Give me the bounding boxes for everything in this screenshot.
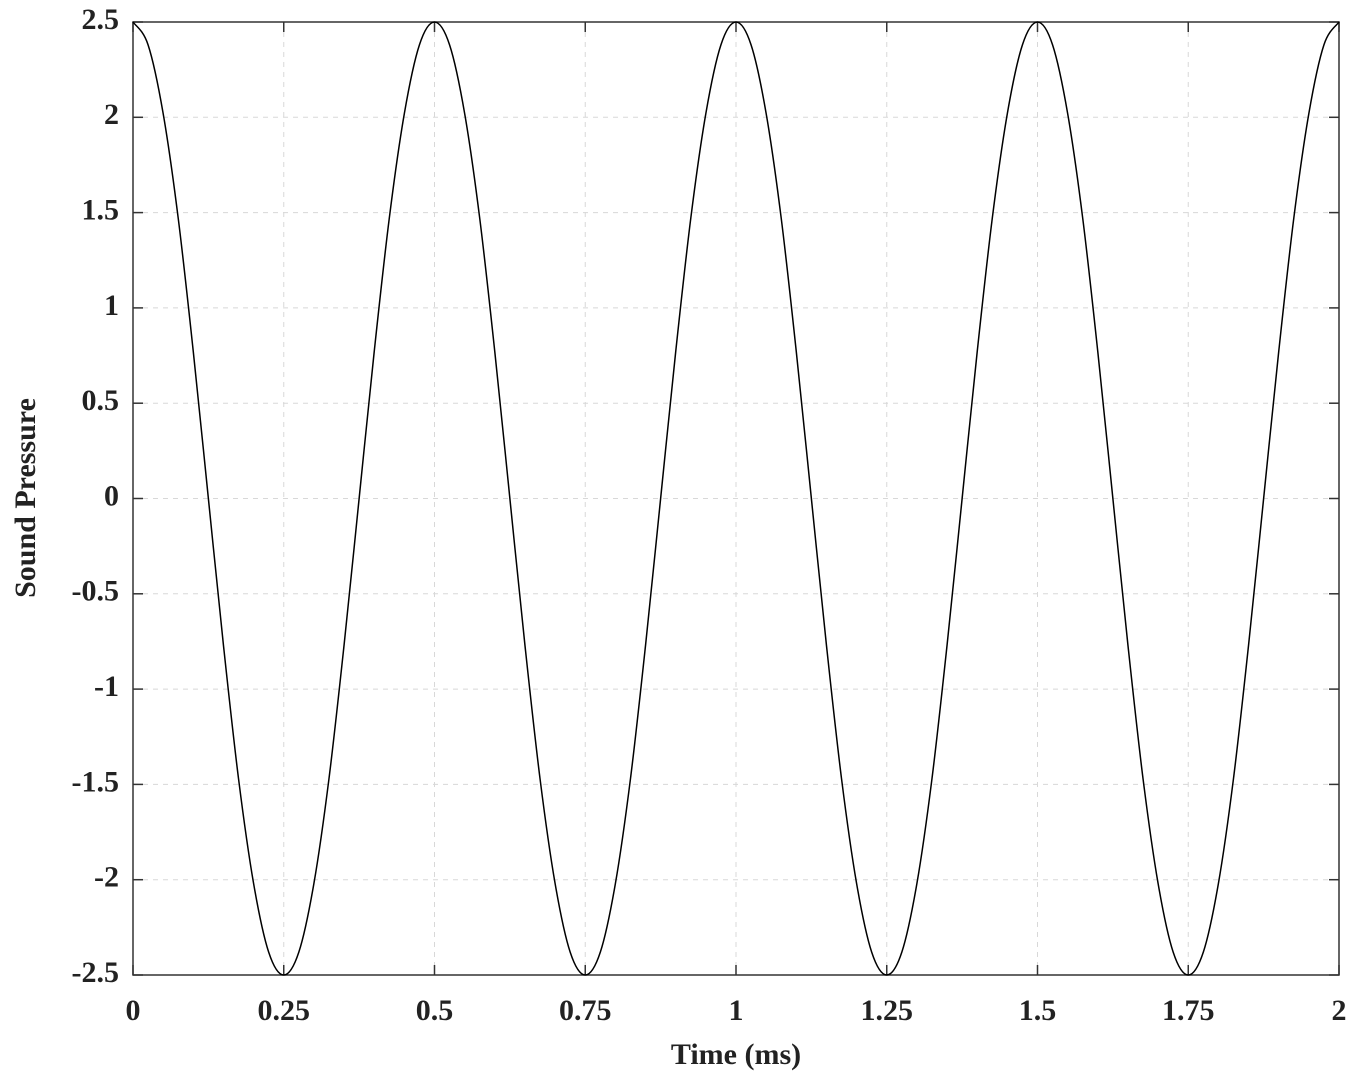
y-tick-label: 0.5: [82, 384, 120, 417]
x-tick-label: 1.75: [1162, 994, 1215, 1027]
y-tick-label: -1: [94, 670, 119, 703]
x-tick-label: 1.25: [861, 994, 914, 1027]
y-tick-label: 0: [104, 479, 119, 512]
y-tick-label: 1: [104, 289, 119, 322]
line: [132, 21, 1340, 976]
y-axis-label: Sound Pressure: [9, 398, 42, 598]
y-tick-label: -2.5: [72, 956, 120, 989]
y-tick-label: -1.5: [72, 765, 120, 798]
y-tick-label: 2: [104, 98, 119, 131]
x-tick-label: 0.75: [559, 994, 612, 1027]
y-tick-label: -0.5: [72, 575, 120, 608]
x-tick-label: 1.5: [1019, 994, 1057, 1027]
x-tick-label: 2: [1332, 994, 1347, 1027]
x-tick-label: 1: [729, 994, 744, 1027]
y-tick-label: -2: [94, 861, 119, 894]
x-axis-label: Time (ms): [671, 1038, 801, 1071]
x-tick-label: 0.5: [416, 994, 454, 1027]
y-tick-label: 1.5: [82, 193, 120, 226]
x-tick-label: 0: [126, 994, 141, 1027]
x-tick-label: 0.25: [258, 994, 311, 1027]
y-tick-label: 2.5: [82, 3, 120, 36]
